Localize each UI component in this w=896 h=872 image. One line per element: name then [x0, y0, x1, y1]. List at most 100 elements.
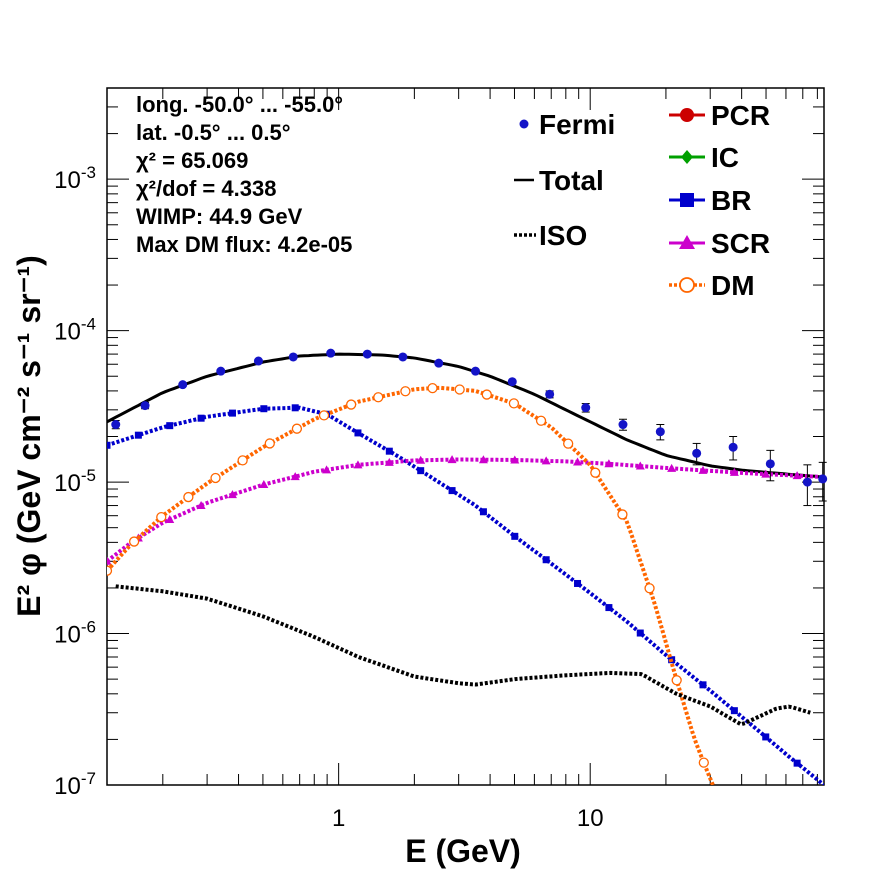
series-br-marker	[291, 404, 299, 412]
fermi-data-points	[111, 348, 828, 507]
series-scr-marker	[447, 455, 457, 464]
fermi-point	[818, 474, 828, 484]
series-dm-marker	[427, 382, 438, 394]
info-max-dm-flux: Max DM flux: 4.2e-05	[136, 232, 352, 257]
series-dm-marker	[373, 392, 384, 403]
series-dm-marker	[508, 398, 520, 409]
axis-ticks: 1 10 10-7 10-6 10-5 10-4 10-3	[54, 87, 824, 832]
series-scr-marker	[510, 455, 520, 464]
series-scr-marker	[322, 465, 332, 474]
series-dm-marker	[128, 536, 140, 547]
series-br-marker	[730, 707, 738, 715]
series-iso-line	[115, 584, 811, 727]
series-scr-marker	[107, 556, 112, 565]
series-dm-marker	[617, 509, 628, 520]
series-dm-marker	[183, 491, 194, 503]
info-chi2-dof: χ²/dof = 4.338	[136, 176, 276, 201]
legend-fermi-marker	[519, 119, 529, 129]
fermi-point	[253, 356, 263, 366]
series-scr-marker	[384, 457, 394, 466]
series-br-marker	[699, 681, 707, 689]
fermi-point	[618, 420, 628, 430]
series-br-marker	[417, 467, 425, 475]
series-scr-marker	[227, 490, 237, 499]
series-scr-marker	[729, 467, 739, 476]
fermi-point	[111, 420, 121, 430]
series-dm-marker	[210, 472, 221, 484]
series-dm-marker	[107, 565, 113, 576]
series-dm-marker	[345, 399, 357, 410]
series-scr-marker	[416, 455, 426, 464]
series-dm-marker	[535, 415, 547, 426]
legend-dm-label: DM	[711, 270, 755, 301]
series-br-marker	[354, 429, 362, 437]
series-br-marker	[542, 556, 550, 564]
series-dm-marker	[454, 384, 465, 395]
fermi-point	[140, 401, 150, 411]
series-scr-marker	[353, 460, 363, 469]
legend-ic-label: IC	[711, 142, 739, 173]
series-dm-marker	[400, 386, 411, 397]
info-latitude: lat. -0.5° ... 0.5°	[136, 120, 291, 145]
fermi-point	[398, 352, 408, 362]
x-tick-label: 1	[332, 805, 345, 832]
series-br-marker	[793, 759, 801, 767]
x-tick-label: 10	[577, 805, 604, 832]
y-axis-title: E² φ (GeV cm⁻² s⁻¹ sr⁻¹)	[11, 255, 47, 617]
series-scr-marker	[667, 463, 677, 472]
legend-dm-marker	[679, 277, 695, 293]
series-br-marker	[134, 431, 142, 439]
series-scr-marker	[541, 456, 551, 465]
y-tick-label: 10-3	[54, 163, 96, 194]
legend-scr-marker	[679, 235, 695, 249]
legend-scr-label: SCR	[711, 228, 770, 259]
plot-frame	[106, 87, 825, 786]
y-tick-label: 10-4	[54, 315, 96, 346]
series-br-marker	[197, 414, 205, 422]
series-scr-marker	[573, 457, 583, 466]
fermi-point	[288, 352, 298, 362]
series-br-marker	[636, 629, 644, 637]
series-iso	[115, 584, 811, 727]
fermi-point	[178, 380, 188, 390]
series-scr-marker	[761, 469, 771, 478]
series-br-marker	[605, 604, 613, 612]
info-chi2: χ² = 65.069	[136, 148, 248, 173]
series-dm-marker	[698, 757, 709, 768]
fermi-point	[581, 403, 591, 413]
series-br-marker	[385, 447, 393, 455]
series-br-marker	[107, 441, 111, 449]
legend-br-label: BR	[711, 185, 751, 216]
series-dm-line	[107, 385, 716, 785]
legend-pcr-label: PCR	[711, 100, 770, 131]
series-scr-marker	[792, 471, 802, 480]
fermi-point	[326, 348, 336, 358]
series-br-marker	[762, 733, 770, 741]
x-axis-title: E (GeV)	[405, 833, 521, 869]
series-br-marker	[574, 579, 582, 587]
y-tick-label: 10-5	[54, 466, 96, 497]
info-longitude: long. -50.0° ... -55.0°	[136, 92, 343, 117]
fermi-point	[507, 377, 517, 387]
fermi-point	[655, 427, 665, 437]
series-dm	[107, 382, 716, 785]
fermi-point	[471, 366, 481, 376]
fermi-point	[692, 448, 702, 458]
series-scr-marker	[259, 480, 269, 489]
series-dm-marker	[264, 438, 275, 449]
series-dm-marker	[156, 511, 167, 523]
series-scr-marker	[165, 515, 175, 524]
legend-br-marker	[680, 193, 694, 207]
series-br-marker	[448, 487, 456, 495]
series-scr-marker	[698, 465, 708, 474]
legend-right: PCR IC BR SCR DM	[669, 100, 770, 301]
legend-ic-marker	[681, 150, 693, 164]
series-scr	[107, 455, 824, 565]
series-br-marker	[166, 422, 174, 430]
series-dm-marker	[590, 467, 601, 478]
series-br	[107, 404, 824, 785]
series-scr-marker	[478, 455, 488, 464]
y-tick-label: 10-6	[54, 618, 96, 649]
series-scr-marker	[290, 472, 300, 481]
